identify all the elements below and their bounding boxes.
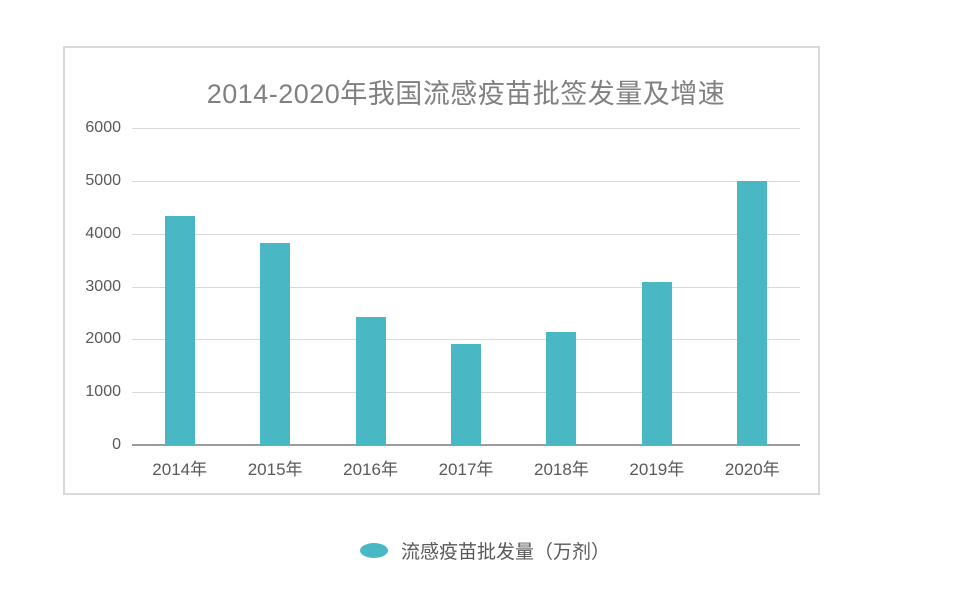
bar-2016年 <box>355 316 386 445</box>
x-tick-label-2020年: 2020年 <box>724 460 780 479</box>
bar-2019年 <box>641 282 672 445</box>
y-tick-label-4000: 4000 <box>85 224 121 242</box>
gridline-0 <box>132 444 800 446</box>
y-tick-label-3000: 3000 <box>85 277 121 295</box>
y-tick-label-0: 0 <box>112 436 121 453</box>
gridline-4000 <box>132 233 800 235</box>
legend-marker-icon <box>360 543 388 558</box>
y-tick-label-6000: 6000 <box>85 119 121 136</box>
y-tick-label-2000: 2000 <box>85 330 121 348</box>
x-tick-label-2017年: 2017年 <box>438 460 494 479</box>
y-tick-label-5000: 5000 <box>85 171 121 189</box>
gridline-3000 <box>132 286 800 288</box>
x-tick-label-2016年: 2016年 <box>343 460 398 479</box>
bar-2018年 <box>546 332 577 445</box>
bar-2020年 <box>737 180 768 445</box>
bar-2017年 <box>451 344 481 445</box>
gridline-6000 <box>132 128 800 129</box>
bar-2015年 <box>260 242 291 445</box>
y-tick-label-1000: 1000 <box>85 383 121 401</box>
x-tick-label-2014年: 2014年 <box>152 460 208 479</box>
x-tick-label-2015年: 2015年 <box>247 460 303 479</box>
gridline-2000 <box>132 339 800 341</box>
legend-label: 流感疫苗批发量（万剂） <box>401 542 611 563</box>
chart-title: 2014-2020年我国流感疫苗批签发量及增速 <box>206 79 726 109</box>
bar-2014年 <box>164 216 195 445</box>
x-tick-label-2018年: 2018年 <box>534 460 589 479</box>
plot-area: 0 1000 2000 3000 4000 5000 6000 2014年 2015年 2016年… <box>85 119 800 479</box>
gridline-5000 <box>132 180 800 182</box>
chart-card: 2014-2020年我国流感疫苗批签发量及增速 0 1000 2000 3000 400… <box>63 46 820 495</box>
x-tick-label-2019年: 2019年 <box>629 460 685 479</box>
legend: 流感疫苗批发量（万剂） <box>360 537 610 564</box>
